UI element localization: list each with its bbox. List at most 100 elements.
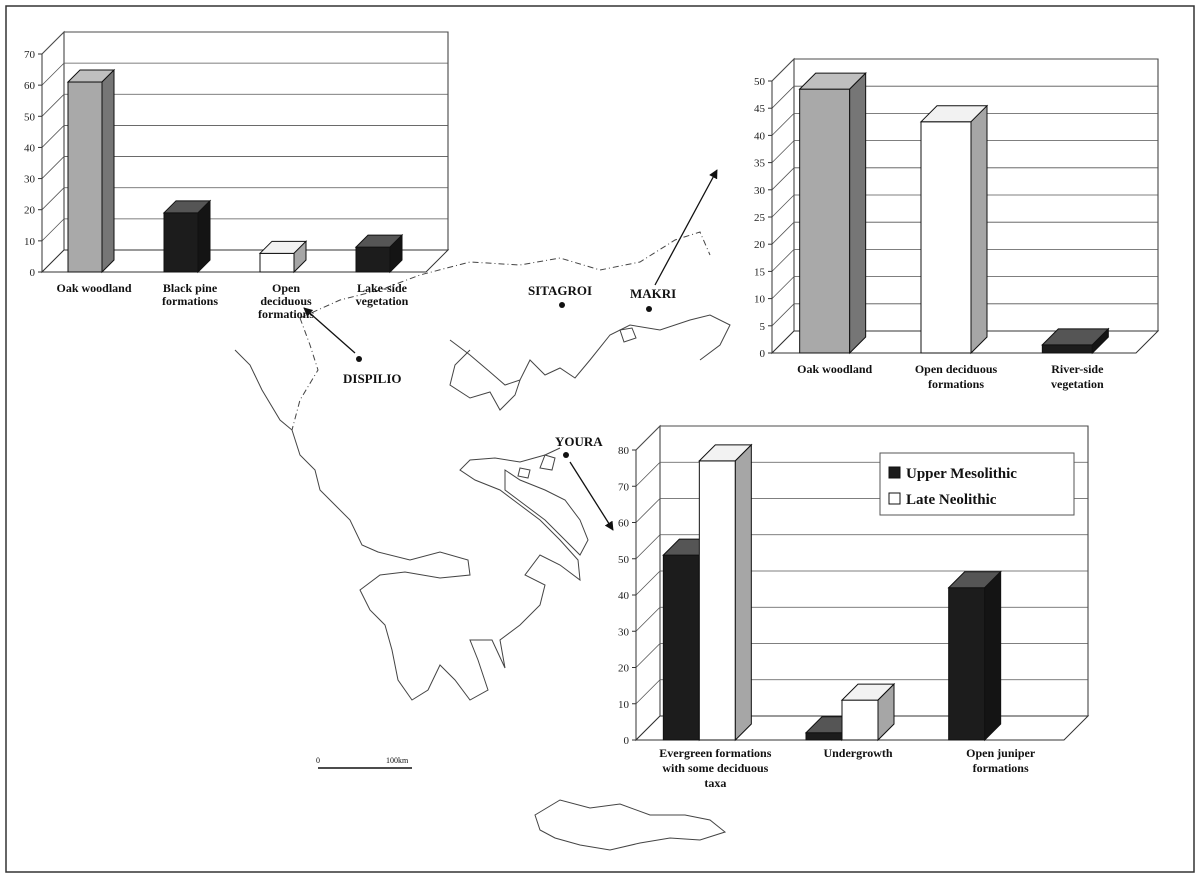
- gridline-side: [771, 113, 795, 136]
- x-category-label: Undergrowth: [823, 746, 892, 760]
- bar: [163, 212, 199, 273]
- gridline-side: [771, 249, 795, 272]
- gridline-side: [635, 606, 661, 632]
- northern-coast: [449, 314, 731, 386]
- x-category-label: Evergreen formations: [659, 746, 771, 760]
- gridline-side: [635, 570, 661, 596]
- gridline-side: [41, 187, 65, 210]
- legend-label: Late Neolithic: [906, 492, 997, 508]
- chalkidiki: [449, 349, 521, 411]
- y-tick-label: 0: [760, 348, 766, 360]
- figure-frame: [5, 5, 1195, 873]
- mainland-coast: [234, 349, 581, 701]
- gridline-side: [41, 218, 65, 242]
- x-category-label: formations: [258, 307, 314, 321]
- gridline-side: [635, 498, 661, 523]
- y-tick-label: 70: [24, 49, 36, 61]
- y-tick-label: 20: [24, 205, 36, 217]
- bar: [948, 587, 986, 741]
- y-tick-label: 10: [754, 294, 766, 306]
- x-category-label: vegetation: [1051, 377, 1104, 391]
- bar-side: [293, 240, 307, 274]
- y-tick-label: 10: [24, 236, 36, 248]
- bar: [1041, 344, 1093, 354]
- x-category-label: with some deciduous: [662, 761, 768, 775]
- y-tick-label: 50: [754, 76, 766, 88]
- bar-side: [984, 570, 1002, 742]
- y-tick-label: 60: [24, 80, 36, 92]
- scale-end: 100km: [386, 756, 409, 765]
- bar-side: [849, 71, 867, 355]
- arrow-makri: [654, 169, 718, 286]
- x-category-label: formations: [928, 377, 984, 391]
- gridline-side: [41, 62, 65, 86]
- legend-label: Upper Mesolithic: [906, 466, 1017, 482]
- y-tick-label: 0: [30, 267, 36, 279]
- x-category-label: Open: [272, 281, 300, 295]
- arrow-youra: [569, 461, 614, 531]
- x-category-label: Open deciduous: [915, 362, 998, 376]
- x-category-label: Open juniper: [966, 746, 1036, 760]
- northern-border: [299, 231, 711, 319]
- western-border: [291, 317, 319, 431]
- x-category-label: formations: [162, 294, 218, 308]
- x-category-label: deciduous: [260, 294, 312, 308]
- dispilio-label: DISPILIO: [343, 371, 402, 386]
- legend-box: [879, 452, 1075, 516]
- y-tick-label: 5: [760, 321, 766, 333]
- y-tick-label: 30: [618, 626, 630, 638]
- scale-zero: 0: [316, 756, 320, 765]
- y-tick-label: 30: [754, 185, 766, 197]
- scale-bar: 0 100km: [316, 756, 412, 769]
- island-small: [517, 467, 531, 479]
- gridline-side: [635, 643, 661, 668]
- gridline-side: [771, 140, 795, 163]
- gridline-side: [771, 276, 795, 299]
- bar: [67, 81, 103, 273]
- crete: [534, 799, 727, 851]
- x-category-label: formations: [973, 761, 1029, 775]
- makri-marker: [646, 306, 652, 312]
- y-tick-label: 35: [754, 158, 766, 170]
- gridline-side: [771, 58, 795, 82]
- y-tick-label: 70: [618, 481, 630, 493]
- y-tick-label: 45: [754, 103, 766, 115]
- bar: [920, 121, 972, 354]
- x-category-label: Black pine: [163, 281, 218, 295]
- bar-side: [197, 199, 211, 274]
- x-category-label: River-side: [1051, 362, 1104, 376]
- y-tick-label: 25: [754, 212, 766, 224]
- gridline-side: [635, 461, 661, 487]
- y-tick-label: 0: [624, 735, 630, 747]
- gridline-side: [41, 31, 65, 55]
- y-tick-label: 50: [24, 111, 36, 123]
- bar: [662, 554, 700, 741]
- youra-marker: [563, 452, 569, 458]
- gridline-side: [771, 303, 795, 327]
- bar-side: [877, 682, 895, 742]
- sitagroi-marker: [559, 302, 565, 308]
- y-tick-label: 15: [754, 266, 766, 278]
- chart-makri: 0 5 10 15 20 25 30 35 40 45 50 Oak woodland Open dec…: [754, 57, 1160, 391]
- gridline-side: [771, 194, 795, 218]
- euboea: [504, 469, 589, 556]
- bar: [799, 88, 851, 354]
- x-category-label: Lake-side: [357, 281, 408, 295]
- gridline-side: [771, 221, 795, 245]
- legend-swatch: [888, 492, 901, 505]
- bar: [355, 246, 391, 273]
- makri-label: MAKRI: [630, 286, 676, 301]
- y-tick-label: 10: [618, 699, 630, 711]
- bar: [259, 252, 295, 273]
- greece-map: [234, 231, 731, 851]
- x-category-label: Oak woodland: [797, 362, 872, 376]
- bar-side: [1091, 327, 1109, 355]
- y-tick-label: 40: [754, 130, 766, 142]
- x-category-label: vegetation: [356, 294, 409, 308]
- y-tick-label: 40: [24, 142, 36, 154]
- plot-floor: [40, 249, 450, 273]
- island-youra: [539, 454, 556, 471]
- arrow-dispilio: [303, 307, 356, 354]
- y-tick-label: 50: [618, 554, 630, 566]
- y-tick-label: 60: [618, 518, 630, 530]
